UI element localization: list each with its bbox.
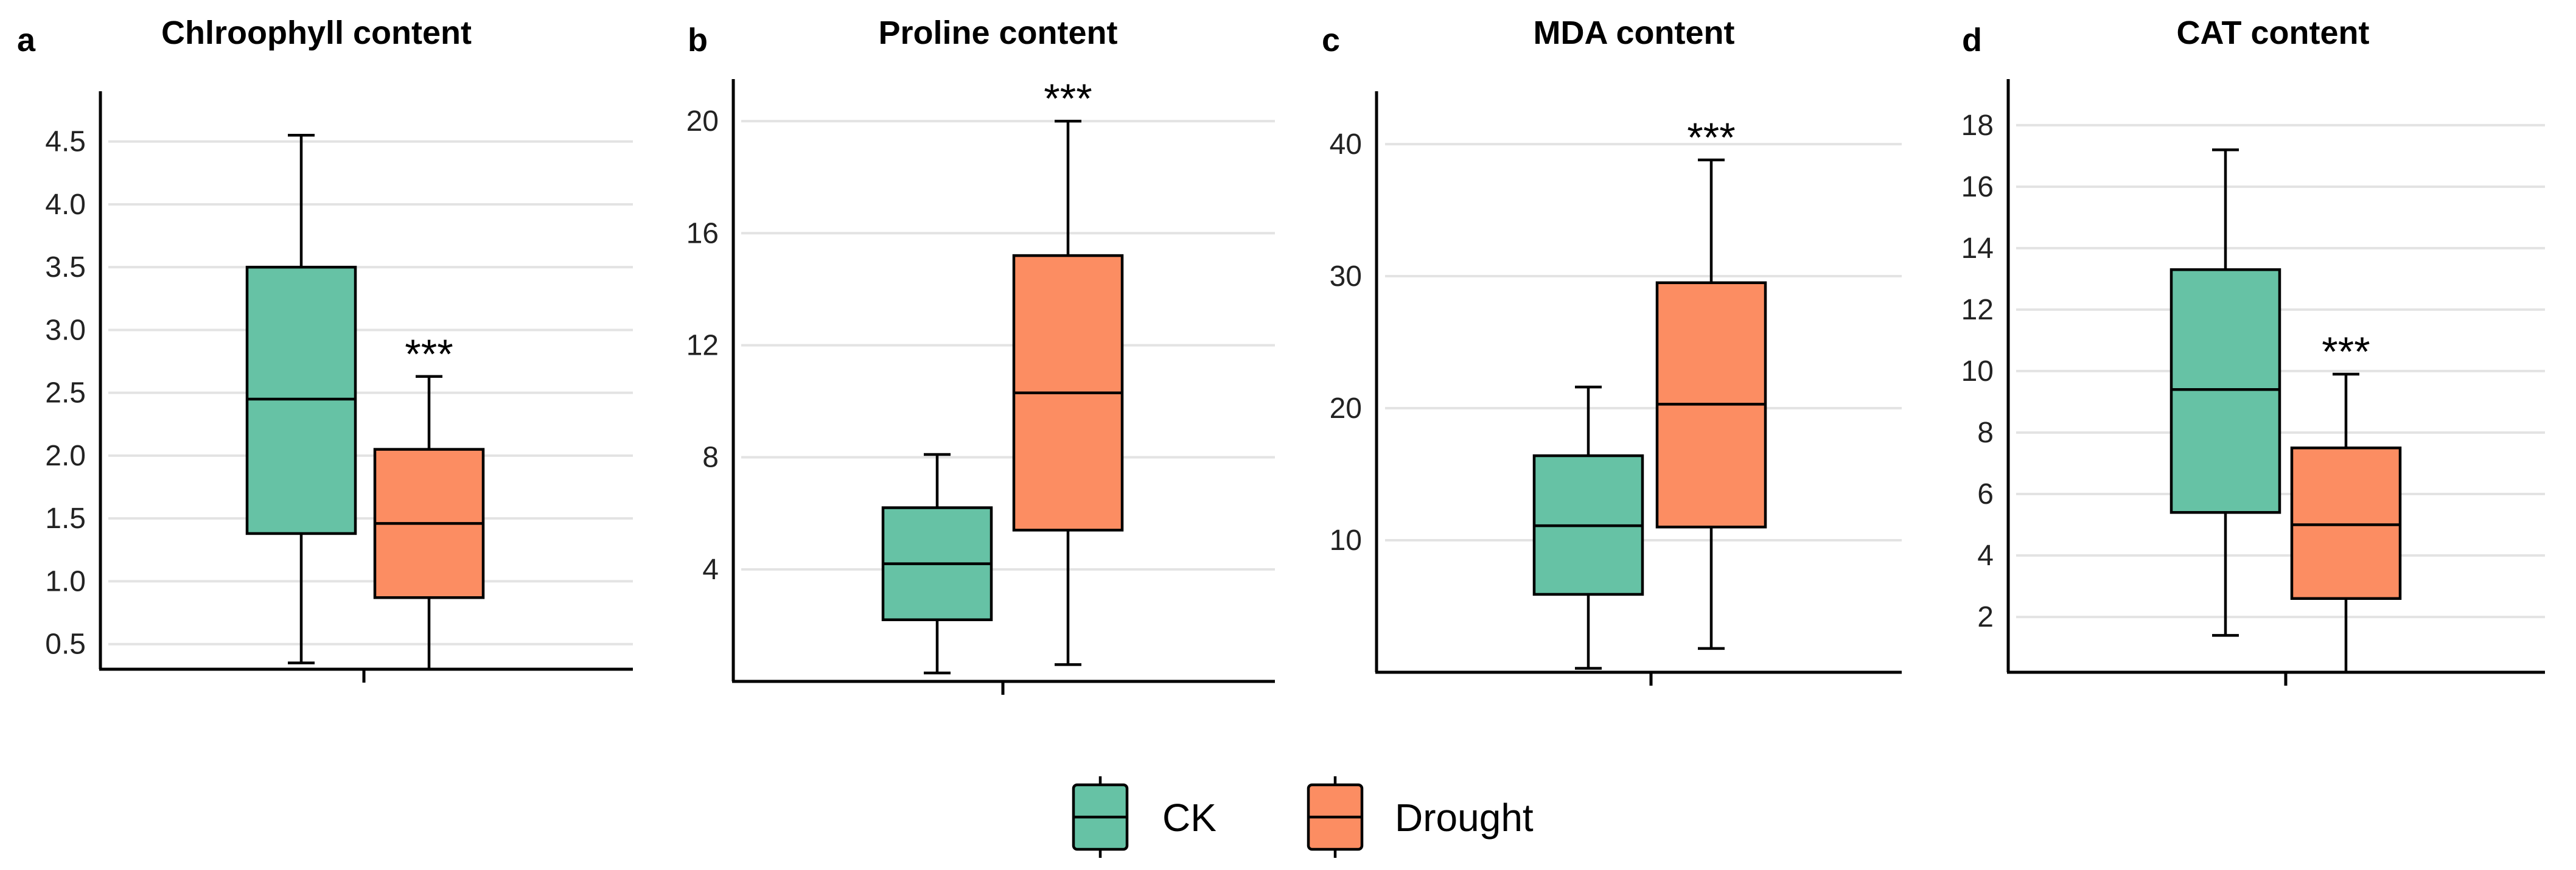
panel-b-ytick-label: 4 — [702, 554, 719, 586]
panel-a: 0.5 1.0 1.5 2.0 2.5 3.0 3.5 4.0 4.5 *** a Chlroophy… — [17, 15, 633, 683]
panel-b-ytick-label: 12 — [686, 329, 719, 361]
legend-label-ck: CK — [1162, 796, 1216, 840]
panel-c-ck-box — [1532, 385, 1644, 670]
panel-b: 4 8 12 16 20 *** b Proline content — [686, 15, 1275, 695]
panels-group: 0.5 1.0 1.5 2.0 2.5 3.0 3.5 4.0 4.5 *** a Chlroophy… — [17, 15, 2545, 695]
panel-a-ytick-label: 3.5 — [45, 251, 86, 284]
panel-d-ytick-label: 14 — [1961, 232, 1994, 265]
panel-d-ytick-label: 12 — [1961, 294, 1994, 326]
panel-d-ytick-label: 4 — [1977, 540, 1994, 572]
panel-b-drought-box: *** — [1012, 75, 1124, 666]
panel-d-drought-significance: *** — [2322, 329, 2370, 375]
panel-d-ck-box — [2169, 148, 2281, 637]
panel-c-ytick-label: 40 — [1330, 128, 1362, 161]
legend-label-drought: Drought — [1395, 796, 1534, 840]
panel-d-letter: d — [1962, 22, 1982, 58]
panel-a-ytick-label: 0.5 — [45, 628, 86, 661]
panel-d-ytick-label: 18 — [1961, 110, 1994, 142]
panel-c-title: MDA content — [1534, 15, 1735, 51]
panel-b-ytick-label: 20 — [686, 105, 719, 137]
panel-a-ytick-label: 1.0 — [45, 565, 86, 597]
panel-c-ytick-label: 10 — [1330, 524, 1362, 557]
panel-a-letter: a — [17, 22, 36, 58]
panel-d-ytick-label: 2 — [1977, 601, 1994, 633]
panel-d-ytick-label: 10 — [1961, 355, 1994, 388]
panel-b-ytick-label: 8 — [702, 442, 719, 474]
panel-b-title: Proline content — [878, 15, 1117, 51]
panel-d-title: CAT content — [2177, 15, 2370, 51]
panel-a-drought-significance: *** — [405, 331, 453, 377]
panel-d-drought-iqr-box — [2290, 446, 2402, 600]
panel-d-ck-iqr-box — [2169, 268, 2281, 514]
panel-a-ytick-label: 1.5 — [45, 503, 86, 535]
panel-a-ytick-label: 4.5 — [45, 126, 86, 158]
panel-d: 2 4 6 8 10 12 14 16 18 *** d CAT content — [1961, 15, 2545, 686]
panel-d-drought-box: *** — [2290, 329, 2402, 674]
panel-a-title: Chlroophyll content — [161, 15, 472, 51]
panel-b-letter: b — [688, 22, 708, 58]
panel-a-drought-box: *** — [373, 331, 485, 671]
panel-d-ytick-label: 16 — [1961, 171, 1994, 203]
panel-a-ytick-label: 2.0 — [45, 440, 86, 472]
figure-legend: CK Drought — [1072, 776, 1534, 858]
panel-a-ck-box — [245, 134, 357, 664]
panel-a-ytick-label: 2.5 — [45, 377, 86, 409]
panel-c-drought-significance: *** — [1687, 114, 1735, 161]
panel-b-ytick-label: 16 — [686, 217, 719, 249]
panel-a-ytick-label: 3.0 — [45, 314, 86, 346]
panel-d-ytick-label: 8 — [1977, 417, 1994, 449]
legend-item-ck: CK — [1072, 776, 1216, 858]
panel-c-letter: c — [1322, 22, 1340, 58]
panel-c-ytick-label: 30 — [1330, 260, 1362, 293]
panel-b-drought-significance: *** — [1044, 75, 1092, 122]
panel-c-drought-box: *** — [1655, 114, 1767, 650]
legend-item-drought: Drought — [1307, 776, 1534, 858]
panel-d-ytick-label: 6 — [1977, 478, 1994, 510]
panel-b-ck-box — [881, 453, 993, 675]
panel-c: 10 20 30 40 *** c MDA content — [1322, 15, 1902, 686]
panel-c-ytick-label: 20 — [1330, 392, 1362, 425]
panel-a-ytick-label: 4.0 — [45, 189, 86, 221]
